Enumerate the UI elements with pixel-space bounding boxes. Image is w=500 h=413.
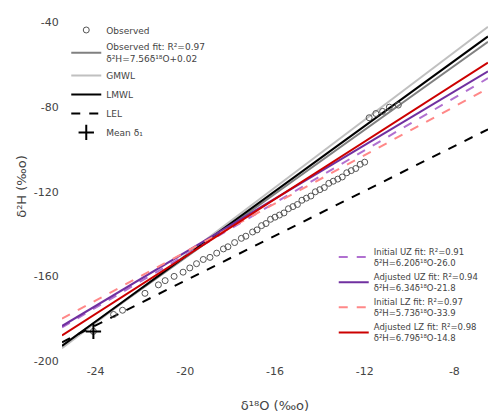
- svg-text:-20: -20: [176, 365, 194, 378]
- svg-text:LEL: LEL: [106, 109, 122, 119]
- svg-text:Observed fit: R²=0.97δ²H=7.56δ: Observed fit: R²=0.97δ²H=7.56δ¹⁸O+0.02: [106, 42, 205, 64]
- svg-text:Mean δ₁: Mean δ₁: [106, 128, 143, 138]
- svg-text:-120: -120: [34, 186, 59, 199]
- svg-text:-16: -16: [266, 365, 284, 378]
- svg-text:Adjusted UZ fit: R²=0.94δ²H=6.: Adjusted UZ fit: R²=0.94δ²H=6.34δ¹⁸O-21.…: [374, 272, 478, 293]
- svg-text:Initial LZ fit: R²=0.97δ²H=5.7: Initial LZ fit: R²=0.97δ²H=5.73δ¹⁸O-33.9: [374, 297, 463, 318]
- svg-text:-24: -24: [87, 365, 105, 378]
- svg-text:δ¹⁸O (‰o): δ¹⁸O (‰o): [241, 398, 309, 413]
- svg-text:-12: -12: [356, 365, 374, 378]
- svg-text:-80: -80: [41, 101, 59, 114]
- svg-text:Initial UZ fit: R²=0.91δ²H=6.2: Initial UZ fit: R²=0.91δ²H=6.20δ¹⁸O-26.0: [374, 247, 464, 268]
- svg-text:-200: -200: [34, 355, 59, 368]
- svg-text:-40: -40: [41, 16, 59, 29]
- svg-text:-8: -8: [449, 365, 460, 378]
- svg-text:δ²H (‰o): δ²H (‰o): [14, 155, 29, 218]
- svg-text:GMWL: GMWL: [106, 71, 135, 81]
- svg-text:-160: -160: [34, 270, 59, 283]
- svg-text:Observed: Observed: [106, 26, 149, 36]
- svg-text:LMWL: LMWL: [106, 90, 133, 100]
- svg-text:Adjusted LZ fit: R²=0.98δ²H=6.: Adjusted LZ fit: R²=0.98δ²H=6.79δ¹⁸O-14.…: [374, 322, 477, 343]
